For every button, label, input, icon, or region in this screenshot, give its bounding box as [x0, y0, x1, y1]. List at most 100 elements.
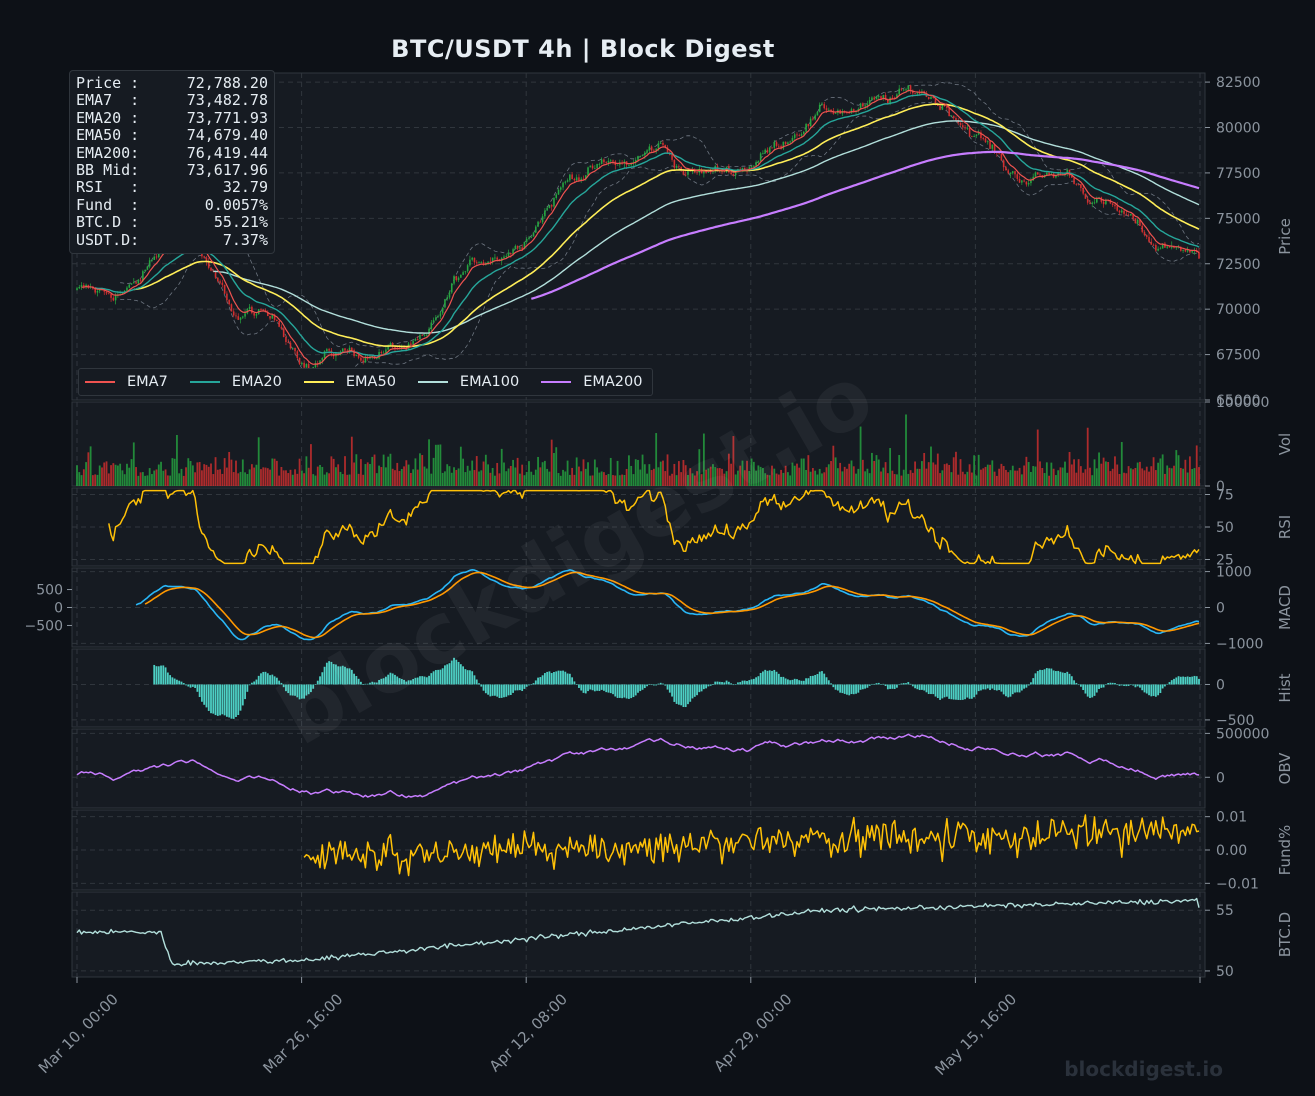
hist-bar	[1111, 682, 1114, 685]
hist-bar	[1198, 678, 1200, 685]
candle-body	[1182, 249, 1184, 251]
volume-bar	[518, 473, 521, 486]
hist-bar	[741, 680, 744, 685]
candle-body	[578, 177, 580, 181]
info-value: 73,771.93	[186, 108, 268, 127]
volume-bar	[1050, 462, 1053, 486]
candle-body	[544, 210, 546, 217]
y-tick-label: 82500	[1216, 75, 1261, 91]
candle-body	[648, 146, 651, 151]
hist-bar	[664, 684, 667, 686]
volume-bar	[257, 437, 260, 486]
volume-bar	[507, 468, 510, 486]
candle-body	[103, 289, 106, 292]
info-row: EMA7 : 73,482.78	[76, 91, 268, 109]
candle-body	[96, 290, 99, 293]
candle-body	[812, 118, 814, 120]
candle-body	[462, 272, 464, 275]
volume-bar	[187, 458, 190, 486]
hist-bar	[1173, 678, 1175, 685]
candle-body	[550, 205, 553, 207]
hist-bar	[280, 682, 283, 685]
volume-bar	[727, 453, 730, 486]
volume-bar	[1091, 475, 1094, 486]
volume-bar	[430, 473, 433, 486]
volume-bar	[959, 459, 962, 486]
candle-body	[217, 277, 219, 282]
candle-body	[798, 135, 801, 137]
volume-bar	[505, 471, 508, 486]
volume-bar	[641, 454, 644, 486]
candle-body	[301, 362, 303, 365]
volume-bar	[405, 460, 408, 486]
hist-bar	[900, 683, 903, 685]
volume-bar	[364, 464, 367, 486]
candle-body	[582, 178, 585, 180]
volume-bar	[643, 464, 646, 486]
volume-bar	[755, 470, 758, 486]
candle-body	[464, 271, 467, 273]
candle-body	[1009, 173, 1012, 174]
candle-body	[132, 282, 135, 284]
volume-bar	[698, 449, 701, 486]
volume-bar	[414, 458, 417, 486]
hist-bar	[1129, 684, 1132, 686]
volume-bar	[250, 464, 253, 486]
candle-body	[784, 141, 787, 144]
candle-body	[1173, 246, 1175, 248]
candle-body	[151, 259, 153, 261]
volume-bar	[337, 464, 340, 486]
hist-bar	[246, 684, 249, 692]
info-label: Fund :	[76, 195, 140, 214]
y-tick-label: 72500	[1216, 257, 1261, 273]
volume-bar	[1125, 473, 1128, 486]
hist-bar	[571, 677, 574, 685]
volume-bar	[528, 461, 530, 486]
volume-bar	[1073, 459, 1075, 486]
candle-body	[1130, 214, 1132, 216]
hist-bar	[341, 665, 344, 685]
volume-bar	[1182, 468, 1185, 486]
volume-bar	[232, 472, 235, 486]
hist-bar	[1193, 675, 1196, 685]
candle-body	[362, 360, 364, 363]
candle-body	[639, 155, 642, 157]
candle-body	[900, 88, 903, 90]
candle-body	[523, 241, 526, 250]
volume-bar	[373, 454, 376, 486]
candle-body	[294, 347, 296, 352]
volume-bar	[650, 470, 653, 486]
volume-bar	[1018, 467, 1021, 486]
volume-bar	[584, 468, 587, 486]
volume-bar	[503, 462, 505, 486]
candle-body	[1073, 177, 1075, 184]
volume-bar	[210, 463, 212, 486]
candle-body	[453, 276, 455, 284]
candle-body	[887, 99, 889, 105]
hist-bar	[930, 684, 932, 695]
volume-bar	[836, 468, 839, 486]
hist-bar	[1154, 684, 1157, 697]
candle-body	[787, 142, 789, 144]
hist-bar	[337, 666, 340, 685]
hist-bar	[1098, 684, 1100, 689]
volume-bar	[814, 470, 817, 486]
hist-bar	[196, 684, 199, 692]
candle-body	[226, 293, 228, 300]
candle-body	[1084, 193, 1087, 199]
volume-bar	[691, 473, 694, 486]
hist-bar	[1023, 684, 1026, 689]
info-label: EMA20 :	[76, 108, 140, 127]
candle-body	[394, 346, 396, 348]
candle-body	[228, 299, 230, 305]
volume-bar	[160, 461, 162, 486]
candle-body	[532, 232, 535, 237]
candle-body	[144, 269, 146, 272]
volume-bar	[394, 470, 396, 486]
hist-bar	[432, 671, 435, 685]
hist-bar	[709, 684, 712, 686]
candle-body	[789, 141, 791, 143]
hist-bar	[532, 683, 535, 685]
volume-bar	[800, 458, 803, 486]
hist-bar	[339, 666, 342, 685]
